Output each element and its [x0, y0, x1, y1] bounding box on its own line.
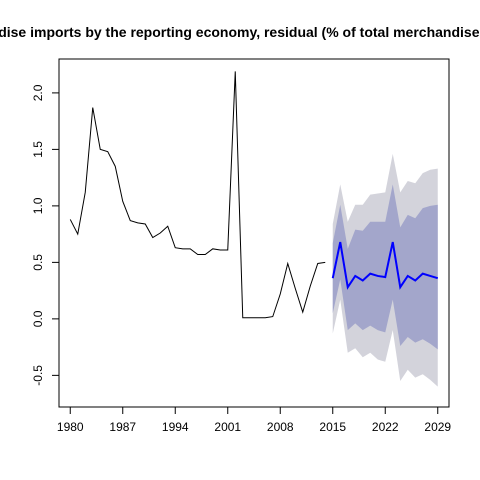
y-tick-label: 1.5 — [31, 141, 45, 158]
x-axis: 1980 1987 1994 2001 2008 2015 2022 2029 — [57, 406, 451, 434]
forecast-mean-line — [331, 241, 439, 290]
forecast-bands — [332, 153, 438, 387]
y-tick-label: -0.5 — [31, 365, 45, 386]
x-tick-label: 1987 — [109, 420, 136, 434]
x-tick-label: 2001 — [214, 420, 241, 434]
y-tick-label: 2.0 — [31, 84, 45, 101]
x-tick-label: 2022 — [372, 420, 399, 434]
y-tick-label: 1.0 — [31, 197, 45, 214]
history-line — [69, 71, 326, 319]
x-tick-label: 2015 — [319, 420, 346, 434]
y-tick-label: 0.5 — [31, 254, 45, 271]
chart-title: Merchandise imports by the reporting eco… — [0, 24, 480, 40]
x-tick-label: 2029 — [424, 420, 451, 434]
x-tick-label: 1994 — [162, 420, 189, 434]
series-lines — [69, 71, 439, 319]
band-80 — [332, 184, 438, 350]
y-axis: -0.5 0.0 0.5 1.0 1.5 2.0 — [31, 84, 60, 386]
x-tick-label: 2008 — [267, 420, 294, 434]
y-tick-label: 0.0 — [31, 310, 45, 327]
x-tick-label: 1980 — [57, 420, 84, 434]
